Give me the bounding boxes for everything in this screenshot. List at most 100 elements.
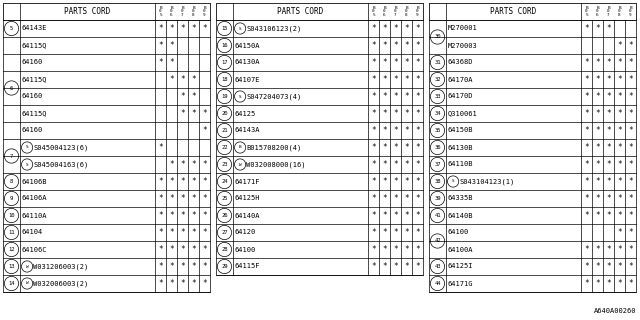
Text: *: *	[595, 262, 600, 271]
Text: *: *	[382, 194, 387, 203]
Text: *: *	[180, 160, 185, 169]
Text: *: *	[393, 75, 398, 84]
Text: S047204073(4): S047204073(4)	[246, 93, 301, 100]
Text: W032006003(2): W032006003(2)	[33, 280, 88, 287]
Text: *: *	[180, 279, 185, 288]
Text: S045004163(6): S045004163(6)	[33, 161, 88, 168]
Text: *: *	[606, 143, 611, 152]
Text: *: *	[606, 160, 611, 169]
Text: *: *	[202, 194, 207, 203]
Bar	[216, 3, 423, 20]
Text: *: *	[606, 262, 611, 271]
Text: 64115Q: 64115Q	[22, 76, 47, 83]
Text: 64104: 64104	[22, 229, 43, 236]
Text: *: *	[191, 228, 196, 237]
Text: *: *	[371, 160, 376, 169]
Text: *: *	[628, 41, 633, 50]
Text: B015708200(4): B015708200(4)	[246, 144, 301, 151]
Text: 33: 33	[435, 94, 441, 99]
Text: *: *	[415, 228, 420, 237]
Text: *: *	[628, 211, 633, 220]
Text: *: *	[404, 126, 409, 135]
Text: *: *	[393, 228, 398, 237]
Text: *: *	[202, 24, 207, 33]
Text: *: *	[371, 143, 376, 152]
Text: *: *	[617, 41, 622, 50]
Text: *: *	[180, 245, 185, 254]
Text: *: *	[180, 92, 185, 101]
Text: 17: 17	[221, 60, 228, 65]
Text: *: *	[371, 211, 376, 220]
Text: 64150B: 64150B	[447, 127, 473, 133]
Text: PARTS CORD: PARTS CORD	[277, 7, 324, 16]
Text: 64115F: 64115F	[234, 263, 260, 269]
Text: *: *	[180, 75, 185, 84]
Text: *: *	[415, 126, 420, 135]
Text: *: *	[617, 262, 622, 271]
Text: *: *	[382, 228, 387, 237]
Text: *: *	[382, 245, 387, 254]
Text: *: *	[628, 262, 633, 271]
Text: 9: 9	[10, 196, 13, 201]
Text: *: *	[584, 279, 589, 288]
Text: W: W	[26, 282, 28, 285]
Text: *: *	[169, 194, 174, 203]
Text: 64160: 64160	[22, 60, 43, 66]
Text: *: *	[595, 194, 600, 203]
Text: B
0
8: B 0 8	[405, 6, 408, 17]
Text: 64100: 64100	[447, 229, 468, 236]
Text: *: *	[584, 194, 589, 203]
Text: B
0
9: B 0 9	[203, 6, 206, 17]
Text: 26: 26	[221, 213, 228, 218]
Text: *: *	[584, 262, 589, 271]
Text: *: *	[382, 211, 387, 220]
Text: 64100A: 64100A	[447, 246, 473, 252]
Text: *: *	[628, 245, 633, 254]
Text: *: *	[180, 194, 185, 203]
Text: *: *	[191, 92, 196, 101]
Text: *: *	[191, 262, 196, 271]
Text: *: *	[617, 143, 622, 152]
Text: *: *	[393, 262, 398, 271]
Text: *: *	[371, 177, 376, 186]
Text: S: S	[452, 180, 454, 183]
Text: *: *	[404, 109, 409, 118]
Text: M270003: M270003	[447, 43, 477, 49]
Text: 64125H: 64125H	[234, 196, 260, 202]
Bar	[429, 3, 636, 292]
Text: *: *	[191, 75, 196, 84]
Text: *: *	[404, 58, 409, 67]
Text: *: *	[191, 160, 196, 169]
Text: 64171G: 64171G	[447, 281, 473, 286]
Bar	[429, 3, 636, 20]
Text: *: *	[584, 211, 589, 220]
Text: *: *	[595, 109, 600, 118]
Text: 42: 42	[435, 238, 441, 244]
Text: *: *	[606, 211, 611, 220]
Text: *: *	[393, 24, 398, 33]
Text: 38: 38	[435, 179, 441, 184]
Text: *: *	[180, 24, 185, 33]
Text: *: *	[382, 75, 387, 84]
Text: *: *	[584, 143, 589, 152]
Text: S: S	[26, 146, 28, 149]
Text: *: *	[404, 177, 409, 186]
Text: 14: 14	[8, 281, 15, 286]
Text: 64140A: 64140A	[234, 212, 260, 219]
Text: *: *	[393, 194, 398, 203]
Text: *: *	[404, 160, 409, 169]
Text: 64140B: 64140B	[447, 212, 473, 219]
Text: PARTS CORD: PARTS CORD	[65, 7, 111, 16]
Text: Q310061: Q310061	[447, 110, 477, 116]
Text: *: *	[404, 262, 409, 271]
Text: *: *	[180, 228, 185, 237]
Text: *: *	[191, 177, 196, 186]
Text: *: *	[606, 126, 611, 135]
Text: 27: 27	[221, 230, 228, 235]
Text: 64106A: 64106A	[22, 196, 47, 202]
Text: *: *	[617, 211, 622, 220]
Text: B
0
7: B 0 7	[181, 6, 184, 17]
Text: *: *	[158, 194, 163, 203]
Text: 35: 35	[435, 128, 441, 133]
Text: *: *	[606, 58, 611, 67]
